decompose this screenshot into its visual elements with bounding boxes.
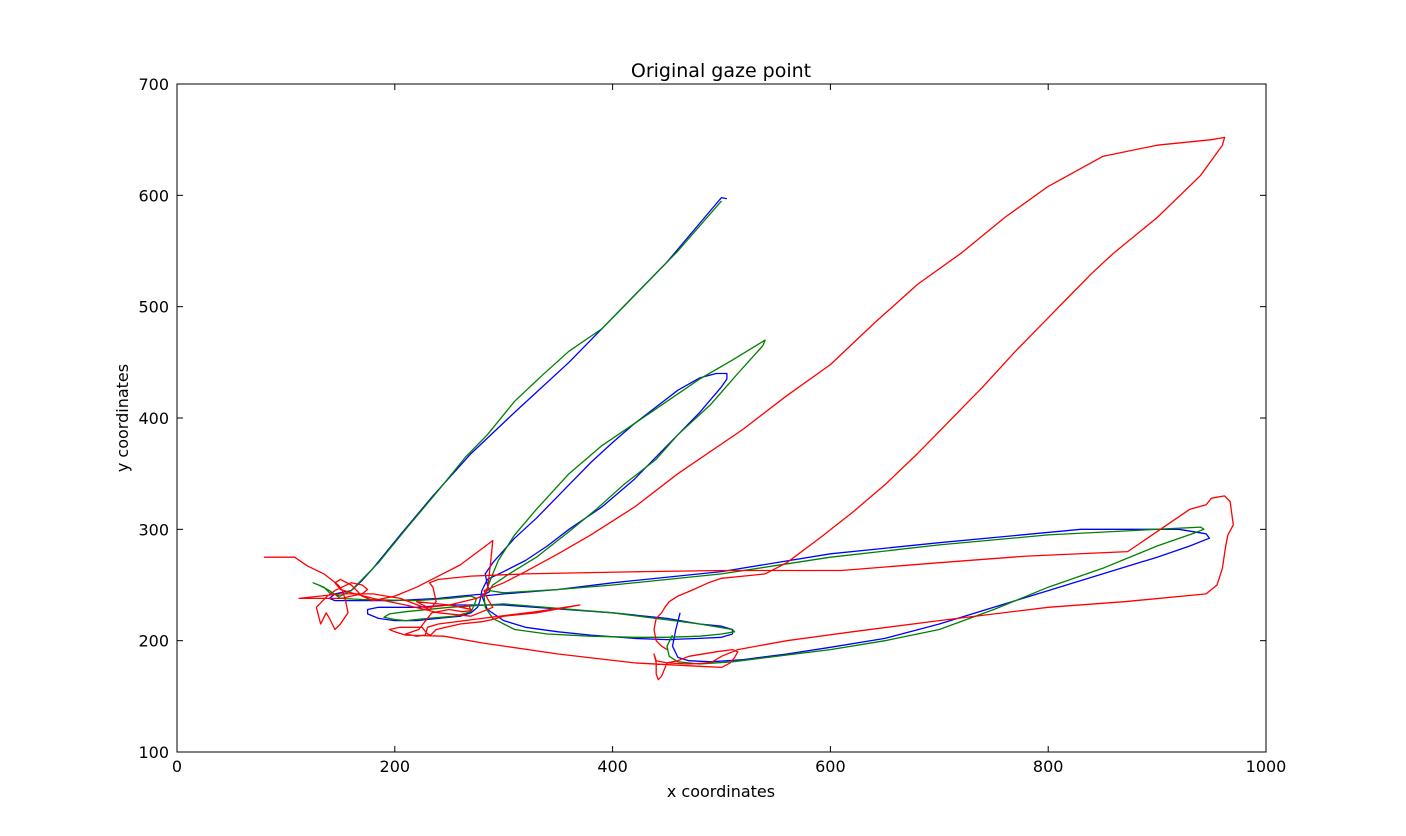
y-tick-label: 100 bbox=[138, 743, 169, 762]
x-tick-label: 400 bbox=[597, 757, 628, 776]
x-tick-label: 0 bbox=[172, 757, 182, 776]
series-line-1 bbox=[312, 200, 1205, 665]
y-tick-label: 500 bbox=[138, 298, 169, 317]
x-axis-label: x coordinates bbox=[667, 782, 775, 801]
y-tick-label: 700 bbox=[138, 75, 169, 94]
chart-title: Original gaze point bbox=[631, 60, 811, 82]
y-tick-label: 200 bbox=[138, 632, 169, 651]
y-tick-label: 400 bbox=[138, 409, 169, 428]
series-layer bbox=[264, 136, 1234, 681]
y-axis-label: y coordinates bbox=[113, 364, 132, 472]
x-tick-label: 600 bbox=[815, 757, 846, 776]
x-axis: 0 200 400 600 800 1000 bbox=[172, 84, 1286, 776]
x-tick-label: 800 bbox=[1033, 757, 1064, 776]
plot-frame bbox=[176, 83, 1267, 753]
series-line-0 bbox=[328, 196, 1211, 663]
y-tick-label: 300 bbox=[138, 520, 169, 539]
x-tick-label: 200 bbox=[380, 757, 411, 776]
y-tick-label: 600 bbox=[138, 186, 169, 205]
x-tick-label: 1000 bbox=[1246, 757, 1287, 776]
series-line-2 bbox=[264, 136, 1234, 681]
y-axis: 100 200 300 400 500 600 700 bbox=[138, 75, 1266, 762]
